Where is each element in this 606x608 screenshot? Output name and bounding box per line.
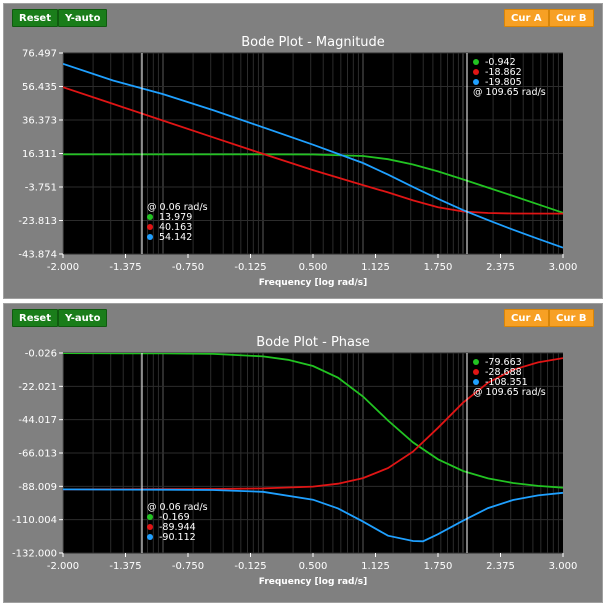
- x-tick-label: 2.375: [486, 561, 515, 572]
- x-tick-label: 3.000: [549, 262, 578, 273]
- y-tick-label: 76.497: [22, 49, 57, 60]
- legend-marker: [473, 79, 479, 85]
- x-axis-label: Frequency [log rad/s]: [259, 278, 367, 288]
- series-line: [63, 62, 563, 249]
- cursor-label: @ 109.65 rad/s: [473, 87, 546, 98]
- cursor-value: -28.688: [485, 367, 522, 378]
- y-tick-label: -66.013: [18, 449, 57, 460]
- cursor-a-button[interactable]: Cur A: [504, 9, 549, 27]
- cursor-value: -108.351: [485, 377, 528, 388]
- y-tick-label: -23.813: [18, 216, 57, 227]
- series-line: [63, 357, 563, 491]
- cursor-label: @ 0.06 rad/s: [147, 202, 208, 213]
- y-tick-label: 16.311: [22, 149, 57, 160]
- cursor-label: @ 109.65 rad/s: [473, 387, 546, 398]
- chart-title: Bode Plot - Magnitude: [241, 35, 385, 50]
- chart-title: Bode Plot - Phase: [256, 335, 370, 350]
- legend-marker: [473, 69, 479, 75]
- x-tick-label: 0.500: [299, 561, 328, 572]
- x-tick-label: -2.000: [47, 561, 79, 572]
- legend-marker: [147, 524, 153, 530]
- y-tick-label: 56.435: [22, 82, 57, 93]
- cursor-value: -18.862: [485, 67, 522, 78]
- y-auto-button[interactable]: Y-auto: [58, 309, 108, 327]
- legend-marker: [473, 379, 479, 385]
- legend-marker: [147, 234, 153, 240]
- magnitude-chart: 76.497 56.435 36.373 16.311 -3.751 -23.813 -43…: [18, 35, 578, 288]
- y-tick-label: -3.751: [25, 183, 57, 194]
- phase-panel: Reset Y-auto Cur A Cur B -0.026 -22.021 -4…: [3, 303, 603, 603]
- cursor-b-button[interactable]: Cur B: [549, 9, 594, 27]
- series-line: [63, 153, 563, 214]
- x-tick-label: -0.750: [172, 561, 204, 572]
- x-tick-label: 1.125: [361, 262, 390, 273]
- legend-marker: [147, 534, 153, 540]
- x-tick-label: 1.750: [424, 262, 453, 273]
- phase-chart: -0.026 -22.021 -44.017 -66.013 -88.009 -110.0…: [12, 335, 578, 587]
- legend-marker: [147, 214, 153, 220]
- series-line: [63, 86, 563, 215]
- reset-button[interactable]: Reset: [12, 9, 58, 27]
- cursor-value: -19.805: [485, 77, 522, 88]
- reset-button[interactable]: Reset: [12, 309, 58, 327]
- x-tick-label: -0.125: [234, 262, 266, 273]
- x-tick-label: 1.750: [424, 561, 453, 572]
- cursor-label: @ 0.06 rad/s: [147, 502, 208, 513]
- cursor-value: 40.163: [159, 222, 192, 233]
- legend-marker: [473, 359, 479, 365]
- series-line: [63, 353, 563, 489]
- x-tick-label: 2.375: [486, 262, 515, 273]
- y-auto-button[interactable]: Y-auto: [58, 9, 108, 27]
- x-tick-label: -2.000: [47, 262, 79, 273]
- cursor-value: 54.142: [159, 232, 192, 243]
- cursor-value: -0.169: [159, 512, 190, 523]
- x-tick-label: 1.125: [361, 561, 390, 572]
- cursor-value: 13.979: [159, 212, 192, 223]
- x-tick-label: 3.000: [549, 561, 578, 572]
- cursor-value: -79.663: [485, 357, 522, 368]
- x-axis-label: Frequency [log rad/s]: [259, 577, 367, 587]
- y-tick-label: 36.373: [22, 116, 57, 127]
- y-tick-label: -132.000: [12, 549, 57, 560]
- legend-marker: [147, 514, 153, 520]
- y-tick-label: -22.021: [18, 382, 57, 393]
- y-tick-label: -0.026: [25, 349, 57, 360]
- x-tick-label: -0.125: [234, 561, 266, 572]
- cursor-b-button[interactable]: Cur B: [549, 309, 594, 327]
- magnitude-panel: Reset Y-auto Cur A Cur B 76.497 56.435 36.…: [3, 3, 603, 299]
- y-tick-label: -110.004: [12, 515, 57, 526]
- y-tick-label: -88.009: [18, 482, 57, 493]
- x-tick-label: -0.750: [172, 262, 204, 273]
- legend-marker: [473, 369, 479, 375]
- cursor-value: -89.944: [159, 522, 196, 533]
- x-tick-label: 0.500: [299, 262, 328, 273]
- y-tick-label: -43.874: [18, 250, 57, 261]
- legend-marker: [147, 224, 153, 230]
- cursor-value: -90.112: [159, 532, 196, 543]
- series-line: [63, 488, 563, 543]
- y-tick-label: -44.017: [18, 415, 57, 426]
- legend-marker: [473, 59, 479, 65]
- x-tick-label: -1.375: [109, 262, 141, 273]
- cursor-value: -0.942: [485, 57, 516, 68]
- x-tick-label: -1.375: [109, 561, 141, 572]
- cursor-a-button[interactable]: Cur A: [504, 309, 549, 327]
